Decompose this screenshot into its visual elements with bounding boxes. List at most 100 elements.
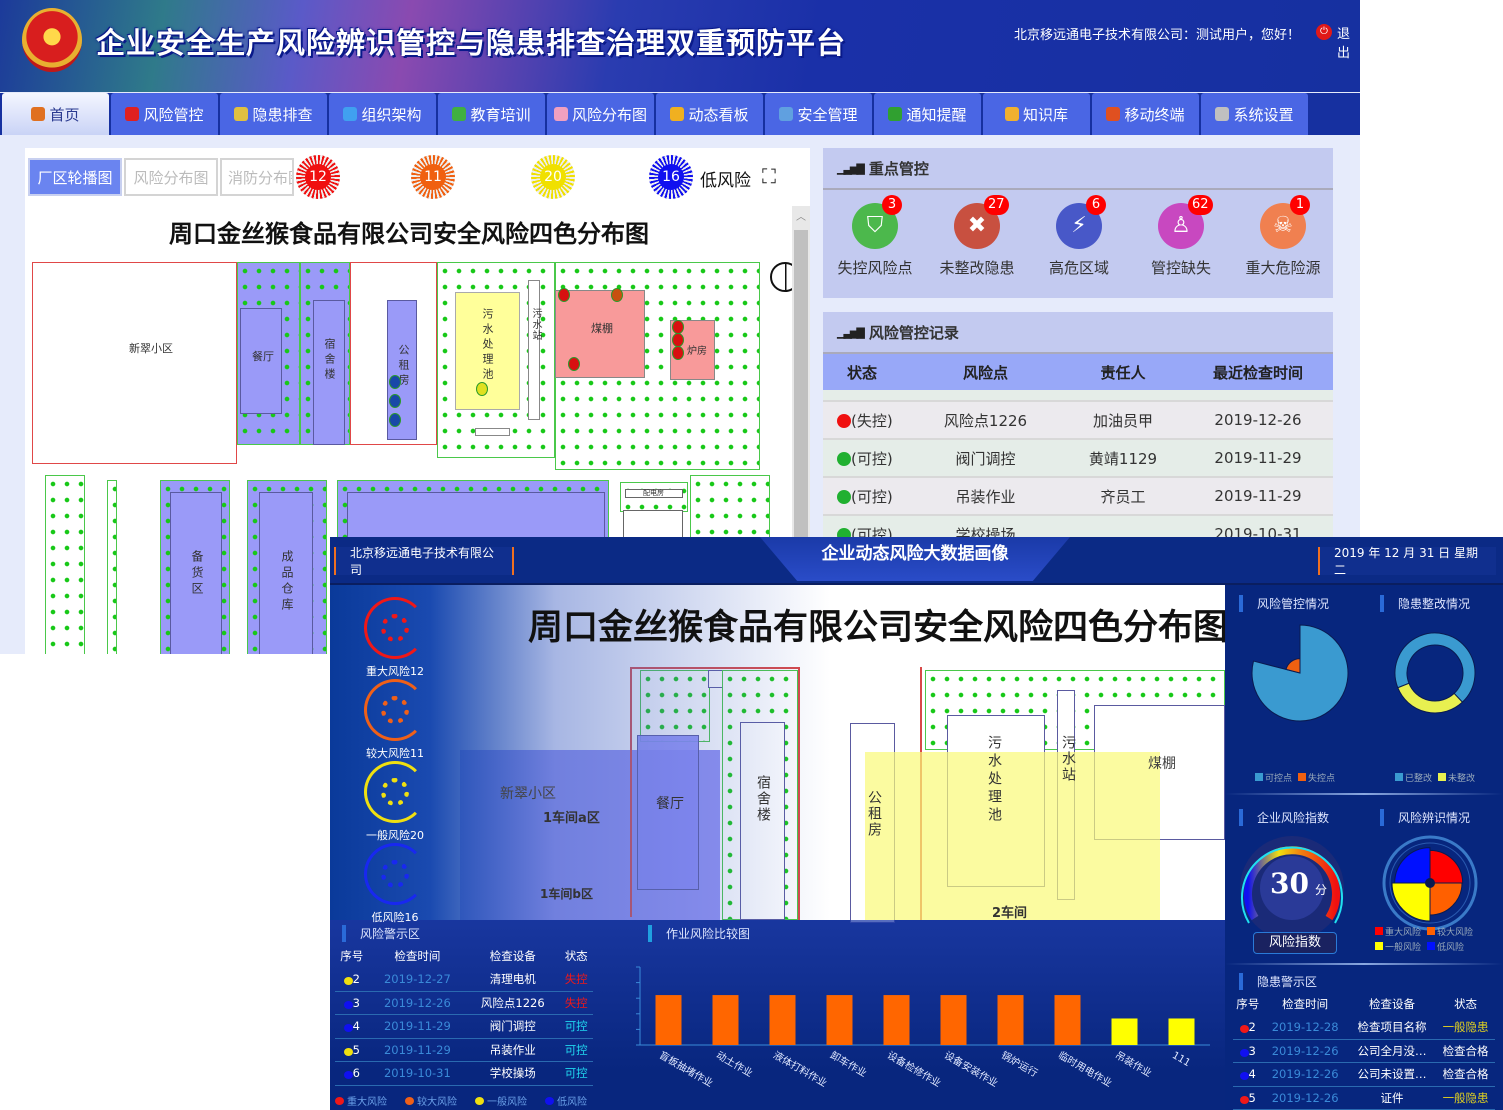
nav-tab-4[interactable]: 教育培训 xyxy=(438,93,545,135)
nav-tab-label: 风险分布图 xyxy=(571,105,647,124)
building-sewage-station[interactable] xyxy=(528,280,540,420)
count-badge: 3 xyxy=(882,195,902,215)
nav-tab-5[interactable]: 风险分布图 xyxy=(547,93,654,135)
nav-tab-9[interactable]: 知识库 xyxy=(983,93,1090,135)
building-stock-area[interactable] xyxy=(170,492,222,654)
key-control-item[interactable]: ✖ 27 未整改隐患 xyxy=(927,195,1027,278)
bar-6[interactable] xyxy=(997,995,1024,1045)
nav-tab-10[interactable]: 移动终端 xyxy=(1092,93,1199,135)
building-product-warehouse[interactable] xyxy=(259,492,313,654)
slice-3[interactable] xyxy=(1394,847,1431,884)
risk-level-label: 重大风险12 xyxy=(366,665,424,678)
label-stock-area: 备货区 xyxy=(190,550,204,598)
nav-tab-0[interactable]: 首页 xyxy=(2,93,109,135)
building-canteen[interactable] xyxy=(240,308,282,414)
slice-1[interactable] xyxy=(1397,682,1464,714)
risk-marker-major[interactable] xyxy=(672,346,684,360)
x-tick-label: 吊装作业 xyxy=(1113,1048,1154,1079)
nav-tab-11[interactable]: 系统设置 xyxy=(1201,93,1308,135)
bar-3[interactable] xyxy=(826,995,853,1045)
table-row[interactable]: (失控) 风险点1226 加油员甲 2019-12-26 xyxy=(823,402,1333,440)
table-row[interactable]: 4 2019-11-29 阀门调控 可控 xyxy=(335,1014,593,1039)
zone-workshop2[interactable] xyxy=(865,752,1160,920)
nav-tab-1[interactable]: 风险管控 xyxy=(111,93,218,135)
risk-count-badge[interactable]: 20 xyxy=(531,155,575,199)
dashboard-header: 北京移远通电子技术有限公司 企业动态风险大数据画像 2019 年 12 月 31… xyxy=(330,537,1503,585)
x-tick-label: 111 xyxy=(1170,1050,1192,1069)
nav-tab-label: 首页 xyxy=(49,105,80,124)
table-row[interactable]: (可控) 吊装作业 齐员工 2019-11-29 xyxy=(823,478,1333,516)
tab-fire-distribution[interactable]: 消防分布图 xyxy=(220,158,294,196)
risk-marker-major[interactable] xyxy=(558,288,570,302)
key-control-item[interactable]: ♙ 62 管控缺失 xyxy=(1131,195,1231,278)
fullscreen-icon[interactable]: ⛶ xyxy=(762,164,776,188)
table-row[interactable]: (可控) 阀门调控 黄靖1129 2019-11-29 xyxy=(823,440,1333,478)
risk-marker-general[interactable] xyxy=(476,382,488,396)
nav-tab-label: 风险管控 xyxy=(143,105,204,124)
tab-risk-distribution[interactable]: 风险分布图 xyxy=(124,158,218,196)
slice-1[interactable] xyxy=(1285,658,1301,674)
nav-tab-7[interactable]: 安全管理 xyxy=(765,93,872,135)
table-row[interactable]: 2 2019-12-27 清理电机 失控 xyxy=(335,967,593,992)
label-workshop1b: 1车间b区 xyxy=(540,887,593,901)
logout-icon[interactable]: ⏻ xyxy=(1316,24,1332,40)
bar-8[interactable] xyxy=(1111,1018,1138,1045)
risk-level-indicator[interactable]: 较大风险11 xyxy=(360,679,430,761)
nav-tab-6[interactable]: 动态看板 xyxy=(656,93,763,135)
slice-1[interactable] xyxy=(1429,882,1463,916)
column-header: 状态 xyxy=(564,948,588,963)
table-row[interactable]: 3 2019-12-26 公司全月没… 检查合格 xyxy=(1233,1039,1495,1063)
risk-marker-low[interactable] xyxy=(389,413,401,427)
risk-level-indicator[interactable]: 重大风险12 xyxy=(360,597,430,679)
risk-count-badge[interactable]: 11 xyxy=(411,155,455,199)
column-header: 检查时间 xyxy=(394,948,441,963)
zone-xincui[interactable] xyxy=(32,262,237,464)
building-power-room[interactable] xyxy=(625,489,683,498)
risk-level-indicator[interactable]: 一般风险20 xyxy=(360,761,430,843)
table-row[interactable]: 5 2019-11-29 吊装作业 可控 xyxy=(335,1038,593,1062)
building-dorm[interactable] xyxy=(313,300,345,445)
risk-count-badge[interactable]: 12 xyxy=(296,155,340,199)
key-control-item[interactable]: ⛉ 3 失控风险点 xyxy=(825,195,925,278)
risk-marker-low[interactable] xyxy=(389,394,401,408)
legend-label: 失控点 xyxy=(1308,774,1336,784)
legend-item: 可控点 xyxy=(1255,771,1292,784)
table-row[interactable]: (失控) 清理电机黄员工2019-12-27 xyxy=(823,390,1333,402)
bar-0[interactable] xyxy=(655,995,682,1045)
bar-2[interactable] xyxy=(769,995,796,1045)
index-cell: 2 xyxy=(335,967,369,992)
table-row[interactable]: 6 2019-10-31 学校操场 可控 xyxy=(335,1061,593,1086)
table-row[interactable]: 5 2019-12-26 证件 一般隐患 xyxy=(1233,1086,1495,1110)
bar-1[interactable] xyxy=(712,995,739,1045)
risk-level-indicator[interactable]: 低风险16 xyxy=(360,843,430,925)
bar-9[interactable] xyxy=(1168,1018,1195,1045)
slice-0[interactable] xyxy=(1429,849,1464,884)
key-control-item[interactable]: ☠ 1 重大危险源 xyxy=(1233,195,1333,278)
risk-marker-major[interactable] xyxy=(672,333,684,347)
risk-marker-major[interactable] xyxy=(568,357,580,371)
slice-2[interactable] xyxy=(1391,882,1431,922)
bar-7[interactable] xyxy=(1054,995,1081,1045)
tab-factory-carousel[interactable]: 厂区轮播图 xyxy=(28,158,122,196)
table-row[interactable]: 3 2019-12-26 风险点1226 失控 xyxy=(335,991,593,1015)
nav-tab-3[interactable]: 组织架构 xyxy=(329,93,436,135)
legend-item: 已整改 xyxy=(1395,771,1432,784)
key-control-item[interactable]: ⚡ 6 高危区域 xyxy=(1029,195,1129,278)
risk-count-badge[interactable]: 16 xyxy=(649,155,693,199)
logout-link[interactable]: 退出 xyxy=(1337,27,1351,61)
monitor-icon xyxy=(779,107,794,121)
table-row[interactable]: 4 2019-12-26 公司未设置… 检查合格 xyxy=(1233,1062,1495,1087)
bar-4[interactable] xyxy=(883,995,910,1045)
nav-tab-2[interactable]: 隐患排查 xyxy=(220,93,327,135)
nav-tab-label: 隐患排查 xyxy=(252,105,313,124)
bar-5[interactable] xyxy=(940,995,967,1045)
risk-marker-low[interactable] xyxy=(389,375,401,389)
risk-marker-major[interactable] xyxy=(672,320,684,334)
label-power-room: 配电房 xyxy=(643,489,664,497)
table-row[interactable]: 2 2019-12-28 检查项目名称 一般隐患 xyxy=(1233,1015,1495,1040)
risk-marker-major[interactable] xyxy=(611,288,623,302)
date-cell: 2019-11-29 xyxy=(1214,449,1302,467)
slice-0[interactable] xyxy=(1394,632,1476,703)
nav-tab-8[interactable]: 通知提醒 xyxy=(874,93,981,135)
slice-0[interactable] xyxy=(1251,624,1349,722)
